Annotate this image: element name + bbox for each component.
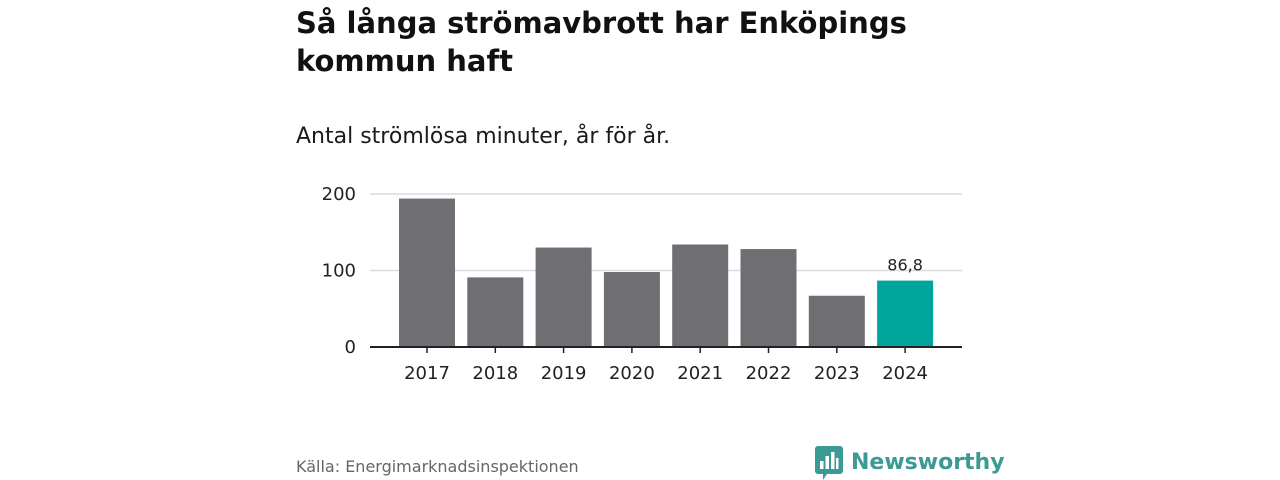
- x-tick-label-2020: 2020: [609, 363, 655, 384]
- brand-name: Newsworthy: [851, 450, 1005, 475]
- bar-2024: [877, 280, 934, 347]
- x-tick-label-2018: 2018: [472, 363, 518, 384]
- x-tick-label-2024: 2024: [882, 363, 928, 384]
- chart-title: Så långa strömavbrott har Enköpings komm…: [296, 6, 907, 78]
- bar-2019: [535, 247, 592, 347]
- bar-2018: [467, 277, 524, 347]
- y-tick-label-0: 0: [345, 337, 356, 358]
- bar-2023: [808, 295, 865, 347]
- x-tick-label-2021: 2021: [677, 363, 723, 384]
- bar-2020: [603, 272, 660, 347]
- y-tick-label-100: 100: [322, 261, 356, 282]
- x-tick-label-2023: 2023: [814, 363, 860, 384]
- x-tick-label-2019: 2019: [541, 363, 587, 384]
- y-tick-label-200: 200: [322, 184, 356, 205]
- newsworthy-logo-icon: [815, 446, 843, 480]
- data-label-2024: 86,8: [887, 256, 923, 275]
- x-tick-label-2022: 2022: [746, 363, 792, 384]
- bar-2021: [672, 244, 729, 347]
- bar-2022: [740, 249, 797, 347]
- brand-logo[interactable]: Newsworthy: [815, 446, 1005, 480]
- bar-2017: [399, 198, 455, 347]
- chart-subtitle: Antal strömlösa minuter, år för år.: [296, 124, 671, 149]
- x-tick-label-2017: 2017: [404, 363, 450, 384]
- source-note: Källa: Energimarknadsinspektionen: [296, 457, 579, 476]
